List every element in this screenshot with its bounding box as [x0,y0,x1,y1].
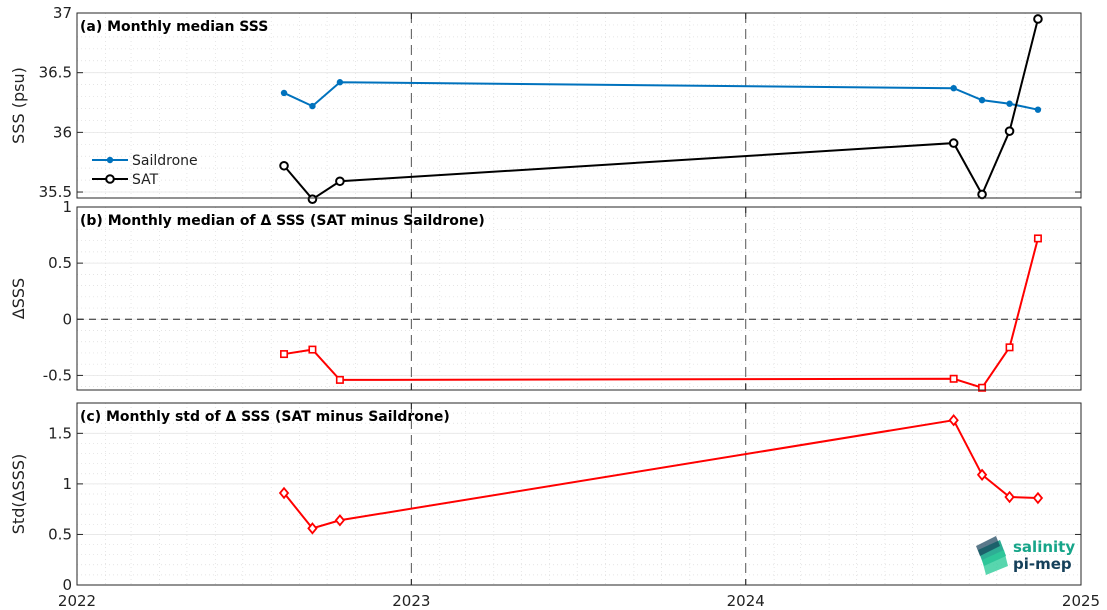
legend: Saildrone SAT [92,153,198,188]
series-delta-sss [280,234,1042,392]
plot-area [77,207,1081,390]
data-point [1033,14,1043,24]
y-tick-label: 37 [53,4,72,22]
y-axis-label: Std(ΔSSS) [9,454,28,534]
x-tick-label: 2024 [727,592,765,610]
data-point [336,79,344,86]
y-tick-label: 1.5 [48,424,72,442]
data-point [335,375,344,384]
data-point [307,522,318,535]
data-point [278,486,290,500]
axes-frame [76,402,1082,586]
axes-frame [76,12,1082,199]
plot-area [77,403,1081,585]
axes-frame [76,206,1082,391]
data-point [976,468,988,481]
y-tick-label: 36.5 [39,64,72,82]
data-point [280,89,288,97]
data-point [1004,126,1015,136]
legend-label: Saildrone [132,153,198,169]
logo-text-salinity: salinity [1013,538,1075,556]
data-point [977,189,987,200]
data-point [978,383,987,392]
y-tick-label: 36 [53,123,72,141]
data-point [334,514,346,527]
legend-label: SAT [132,172,159,188]
series-saildrone [280,79,1042,113]
data-point [280,350,289,359]
data-point [1033,234,1042,243]
y-tick-label: 0 [62,310,72,328]
data-point [308,345,317,354]
logo-text-pi-mep: pi-mep [1013,555,1072,573]
series-delta-sss [278,413,1044,535]
y-tick-label: 0 [62,576,72,594]
y-tick-label: 35.5 [39,183,72,201]
panel-title: (a) Monthly median SSS [80,19,268,35]
data-point [1006,100,1013,107]
y-tick-label: 0.5 [48,525,72,543]
chart-panel-a: 35.5 36 36.5 37 (a) Monthly median SSS SSS (p… [9,4,1082,204]
plot-area [77,13,1081,198]
legend-marker [105,174,115,184]
salinity-pi-mep-logo: salinity pi-mep [976,536,1075,575]
data-point [948,138,959,148]
x-tick-label: 2025 [1062,592,1100,610]
data-point [950,84,957,92]
data-point [309,102,316,110]
x-tick-label: 2023 [392,592,430,610]
y-tick-label: 0.5 [48,254,72,272]
panel-title: (b) Monthly median of Δ SSS (SAT minus S… [80,213,485,229]
y-axis-label: ΔSSS [9,278,28,319]
chart-panel-c: 0 0.5 1 1.5 (c) Monthly std of Δ SSS (SAT mi… [9,402,1082,594]
data-point [948,413,959,427]
data-point [1032,491,1044,505]
panel-title: (c) Monthly std of Δ SSS (SAT minus Sail… [80,409,450,425]
data-point [1034,106,1042,113]
y-tick-label: -0.5 [43,366,72,384]
y-tick-label: 1 [62,475,72,493]
x-tick-label: 2022 [58,592,96,610]
data-point [279,160,289,171]
data-point [335,176,345,187]
data-point [1004,490,1015,504]
y-tick-label: 1 [62,198,72,216]
data-point [307,194,318,204]
series-sat [279,14,1043,204]
chart-panel-b: -0.5 0 0.5 1 (b) Monthly median of Δ SSS (SA… [9,198,1082,392]
data-point [978,96,986,104]
legend-marker [106,156,114,164]
y-axis-label: SSS (psu) [9,67,28,144]
data-point [1005,343,1014,352]
data-point [949,374,958,383]
logo-mark-icon [976,536,1008,575]
chart-panels: 35.5 36 36.5 37 (a) Monthly median SSS SSS (p… [9,4,1100,610]
